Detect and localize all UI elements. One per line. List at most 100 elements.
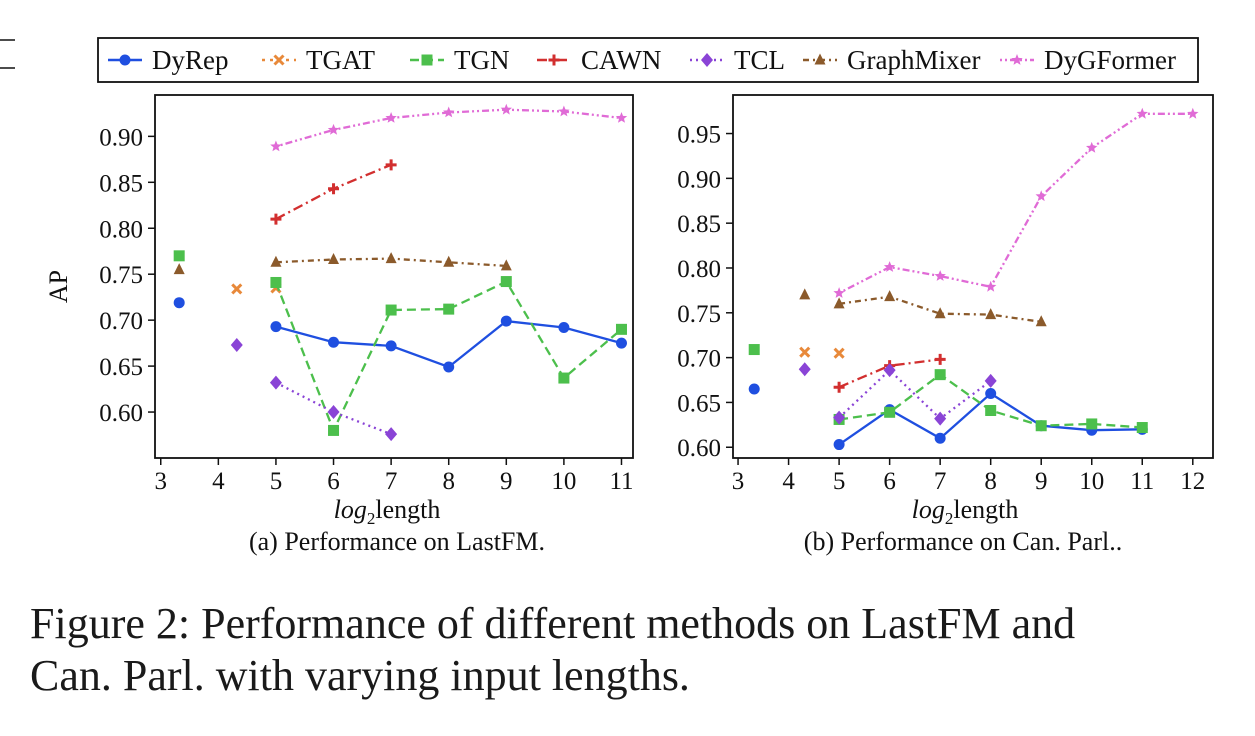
data-point-tgn (615, 323, 627, 335)
data-point-dyrep (558, 322, 570, 334)
legend-entry-graphmixer: GraphMixer (803, 45, 980, 75)
data-point-graphmixer (443, 255, 455, 267)
legend-marker-tcl (701, 53, 713, 67)
data-point-dyrep (985, 387, 997, 399)
data-point-dyrep (615, 337, 627, 349)
panel-subtitle: (b) Performance on Can. Parl.. (804, 527, 1122, 556)
legend-entry-dyrep: DyRep (108, 45, 229, 75)
data-point-graphmixer (934, 307, 946, 319)
data-point-dygformer (1136, 107, 1148, 119)
y-tick-label: 0.95 (677, 122, 721, 149)
data-point-graphmixer (799, 288, 811, 300)
x-tick-label: 8 (442, 468, 455, 495)
data-point-cawn (328, 183, 340, 195)
data-point-graphmixer (270, 255, 282, 267)
y-tick-label: 0.75 (677, 301, 721, 328)
x-tick-label: 12 (1180, 468, 1205, 495)
series-cawn (270, 159, 397, 225)
data-point-dygformer (934, 270, 946, 281)
data-point-dyrep (328, 336, 340, 348)
legend-entry-cawn: CAWN (537, 45, 661, 75)
legend-label-tgat: TGAT (306, 45, 375, 75)
data-point-tcl (984, 373, 997, 388)
series-dygformer (833, 107, 1199, 298)
data-point-tgn (934, 369, 946, 381)
series-dyrep (748, 383, 1148, 451)
y-tick-label: 0.65 (99, 354, 143, 381)
series-tcl (230, 337, 398, 442)
y-tick-label: 0.80 (677, 256, 721, 283)
data-point-tgn (1086, 418, 1098, 430)
data-point-dyrep (934, 432, 946, 444)
y-tick-label: 0.90 (99, 124, 143, 151)
data-point-graphmixer (500, 259, 512, 271)
x-tick-label: 10 (551, 468, 576, 495)
legend-entry-dygformer: DyGFormer (1000, 45, 1176, 75)
data-point-dyrep (173, 297, 185, 309)
legend-entry-tgn: TGN (410, 45, 510, 75)
data-point-graphmixer (833, 297, 845, 309)
data-point-cawn (270, 213, 282, 225)
legend-marker-tgn (421, 54, 433, 66)
x-axis-label: log2length (912, 495, 1019, 528)
plot-frame (154, 94, 634, 459)
figure: DyRep TGAT TGN CAWN TCL GraphMixer DyGFormer 3… (0, 37, 1214, 556)
legend-label-graphmixer: GraphMixer (847, 45, 980, 75)
figure-caption: Figure 2: Performance of different metho… (30, 598, 1240, 702)
legend-entry-tcl: TCL (690, 45, 785, 75)
y-tick-label: 0.65 (677, 390, 721, 417)
data-point-graphmixer (173, 263, 185, 275)
data-point-dygformer (385, 112, 397, 123)
data-point-dygformer (615, 112, 628, 123)
data-point-tgat (833, 347, 845, 359)
x-tick-label: 9 (500, 468, 513, 495)
data-point-dygformer (883, 261, 896, 272)
legend-label-tgn: TGN (454, 45, 510, 75)
x-tick-label: 11 (1130, 468, 1154, 495)
x-tick-label: 7 (385, 468, 398, 495)
y-tick-label: 0.70 (677, 346, 721, 373)
legend-label-cawn: CAWN (581, 45, 661, 75)
data-point-dygformer (558, 105, 570, 117)
data-point-dygformer (1035, 190, 1047, 202)
data-point-tgn (500, 276, 512, 288)
data-point-tcl (883, 363, 896, 378)
data-point-tgn (1136, 422, 1148, 434)
x-tick-label: 8 (984, 468, 997, 495)
series-line-dyrep (275, 319, 622, 369)
plot-frame (732, 94, 1214, 459)
x-tick-label: 9 (1035, 468, 1048, 495)
legend-label-dyrep: DyRep (152, 45, 229, 75)
y-tick-label: 0.90 (677, 166, 721, 193)
data-point-graphmixer (328, 252, 340, 264)
legend: DyRep TGAT TGN CAWN TCL GraphMixer DyGFormer (97, 37, 1199, 83)
data-point-dyrep (500, 315, 512, 327)
y-tick-label: 0.75 (99, 262, 143, 289)
data-point-tcl (798, 362, 811, 377)
data-point-dygformer (270, 140, 282, 152)
data-point-tgn (328, 424, 340, 436)
y-axis-label: AP (44, 270, 73, 303)
series-line-dygformer (275, 108, 622, 148)
data-point-graphmixer (385, 252, 397, 264)
legend-marker-cawn (548, 54, 560, 66)
panel-subtitle: (a) Performance on LastFM. (249, 527, 545, 556)
x-tick-label: 3 (732, 468, 745, 495)
data-point-tcl (230, 337, 243, 352)
data-point-tcl (385, 427, 398, 442)
x-tick-label: 10 (1079, 468, 1104, 495)
data-point-dygformer (500, 103, 512, 115)
y-tick-label: 0.60 (677, 435, 721, 462)
data-point-dyrep (270, 321, 282, 333)
series-line-graphmixer (838, 295, 1042, 323)
data-point-tcl (833, 410, 846, 425)
data-point-tcl (327, 405, 340, 420)
legend-entry-tgat: TGAT (262, 45, 375, 75)
y-tick-label: 0.85 (677, 211, 721, 238)
series-tcl (798, 362, 997, 426)
series-dygformer (270, 103, 628, 152)
x-tick-label: 4 (212, 468, 225, 495)
data-point-tgn (270, 276, 282, 288)
data-point-graphmixer (884, 290, 896, 302)
data-point-dyrep (748, 383, 760, 395)
